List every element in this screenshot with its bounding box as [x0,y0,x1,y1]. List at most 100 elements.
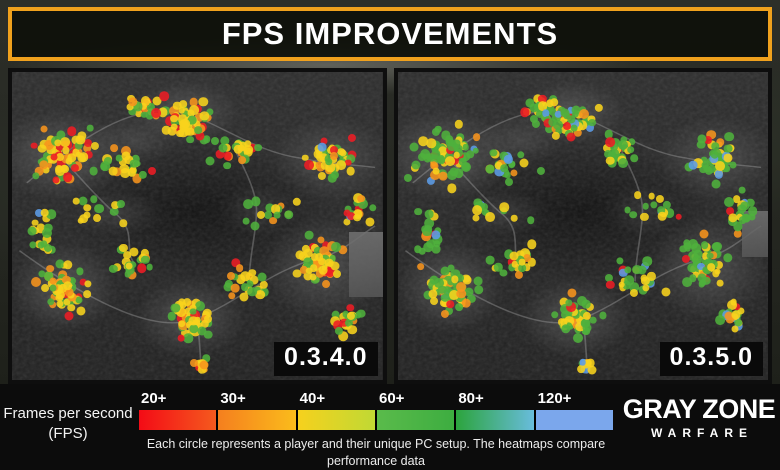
player-dot [319,246,329,256]
legend-bin-label: 20+ [141,390,167,407]
player-dot [624,275,635,286]
player-dot [40,239,48,248]
player-dot [711,179,721,189]
legend-description-line1: Each circle represents a player and thei… [146,437,606,468]
player-dot [656,195,665,204]
player-dot [140,249,150,258]
player-dot [454,302,463,311]
player-dot [629,210,637,219]
player-dot [325,162,336,172]
player-dot [473,284,484,295]
player-dot [439,298,448,308]
player-dot [177,319,186,328]
player-dot [510,215,518,222]
player-dot [138,171,148,180]
player-dot [342,310,349,318]
player-dot [531,119,540,128]
player-dot [99,163,108,171]
player-dot [270,203,281,214]
player-dot [161,126,171,135]
player-dot [125,265,135,275]
player-dot [436,154,445,163]
player-dot [264,210,273,219]
player-dot [688,274,697,283]
player-dot [211,137,220,146]
player-dot [640,212,649,221]
player-dot [715,161,725,172]
player-dot [581,299,591,309]
player-dot [633,191,642,199]
player-dot [309,273,317,281]
player-dot [454,168,464,178]
player-dot [699,229,709,239]
player-dot [581,318,591,328]
player-dot [184,307,192,315]
player-dot [550,98,558,106]
player-dot [637,265,647,275]
player-dot [424,218,435,228]
player-dot [233,145,243,154]
player-dot [46,297,55,306]
player-dot [732,303,741,311]
player-dot [198,96,209,107]
player-dot [83,290,92,298]
logo-line1: GRAY ZONE [622,394,776,424]
player-dot [118,157,127,166]
player-dot [292,197,301,206]
legend-axis-label-line2: (FPS) [48,425,88,443]
player-dot [338,331,349,341]
player-dot [27,226,37,236]
player-dot [34,209,43,218]
player-dot [535,109,544,118]
player-dot [567,288,577,298]
player-dot [343,218,351,226]
player-dot [310,253,319,261]
player-dot [357,309,366,319]
player-dot [688,160,698,170]
player-dot [573,332,584,343]
player-dot [426,176,435,185]
player-dot [413,245,422,253]
player-dot [76,267,84,276]
legend-bin-swatch [139,410,217,430]
player-dot [103,157,113,166]
player-dot [74,141,83,150]
player-dot [706,129,716,140]
player-dot [449,167,459,177]
player-dot [176,314,186,323]
player-dot [700,241,709,250]
player-dot [338,245,348,255]
player-dot [734,318,743,327]
player-dot [31,276,42,287]
player-dot [462,143,470,151]
player-dot [499,269,507,277]
player-dot [728,213,738,223]
player-dot [194,126,203,134]
player-dot [421,226,432,237]
player-dot [251,196,261,206]
player-dot [147,167,156,176]
player-dot [202,135,211,144]
player-dot [119,163,129,174]
player-dot [63,259,73,270]
player-dot [681,277,692,288]
player-dot [450,269,461,279]
player-dot [451,275,459,284]
player-dot [662,200,671,209]
player-dot [316,164,325,172]
player-dot [518,258,526,266]
player-dot [235,274,246,284]
player-dot [90,195,98,203]
player-dot [123,251,131,259]
logo-word-gray: GRAY [622,394,697,424]
player-dot [467,294,476,304]
player-dot [485,255,495,265]
player-dot [736,204,747,214]
player-dot [604,274,613,283]
player-dot [725,207,734,215]
player-dot [473,276,483,286]
player-dot [514,270,523,279]
player-dot [586,303,595,312]
player-dot [561,323,571,334]
player-dot [438,146,448,156]
